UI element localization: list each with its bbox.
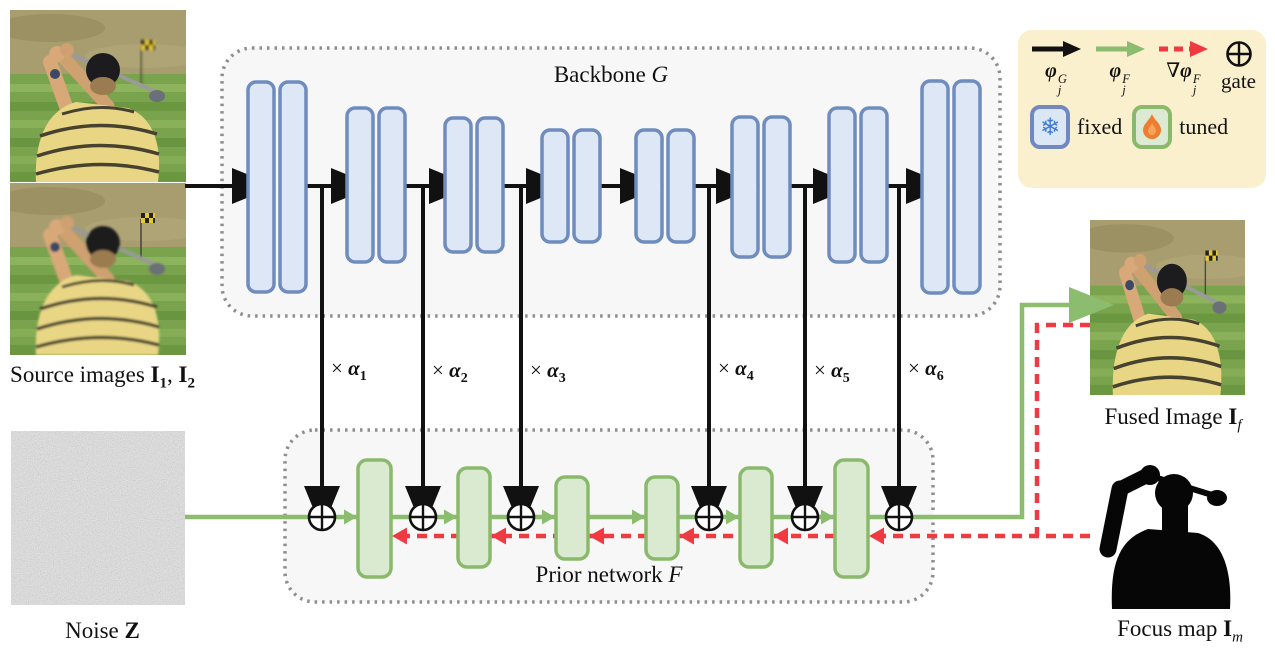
backbone-title: Backbone G [553, 62, 669, 87]
gates [307, 502, 914, 532]
gate-icon [506, 502, 536, 532]
backbone-block [278, 80, 308, 294]
backbone-block [475, 116, 505, 254]
backbone-block [762, 115, 792, 259]
prior-block [833, 458, 870, 579]
backbone-block [246, 80, 276, 294]
backbone-block [572, 128, 602, 244]
alpha-label-6: × α6 [908, 356, 944, 385]
noise-image [11, 431, 185, 605]
source-images-caption: Source images I1, I2 [10, 362, 195, 392]
backbone-block [377, 106, 407, 264]
gate-icon [307, 502, 337, 532]
prior-block [554, 475, 590, 561]
backbone-block [859, 106, 889, 264]
prior-block [456, 466, 492, 569]
gate-icon [1225, 41, 1252, 67]
flame-icon [1132, 105, 1173, 149]
prior-blocks [356, 458, 870, 579]
backbone-block [540, 128, 570, 244]
legend-item-gate: gate [1221, 40, 1256, 92]
fixed-label: fixed [1077, 114, 1123, 139]
tuned-label: tuned [1179, 114, 1229, 139]
gate-icon [790, 502, 820, 532]
prior-feature-arrow-icon [1095, 41, 1145, 57]
backbone-block [952, 79, 982, 295]
alpha-label-2: × α2 [432, 358, 468, 387]
focus-map-caption: Focus map Im [1117, 616, 1243, 646]
backbone-feature-arrow-icon [1032, 41, 1081, 57]
backbone-block [730, 115, 760, 259]
skip-connection-arrow [304, 186, 917, 530]
prior-gradient-arrow-icon [1159, 41, 1209, 57]
backbone-block [345, 106, 375, 264]
prior-network-title: Prior network F [535, 562, 683, 587]
prior-block [738, 466, 774, 569]
fused-image-caption: Fused Image If [1104, 404, 1242, 434]
prior-flow-arrow [185, 287, 1114, 525]
alpha-label-4: × α4 [718, 356, 754, 385]
alpha-label-5: × α5 [814, 358, 850, 387]
focus-map-image [1090, 437, 1248, 609]
alpha-label-3: × α3 [530, 358, 566, 387]
alpha-label-1: × α1 [331, 356, 367, 385]
prior-block [356, 458, 393, 579]
prior-block [644, 475, 680, 561]
backbone-block [666, 128, 696, 244]
backbone-blocks [246, 79, 982, 295]
backbone-block [827, 106, 857, 264]
gate-icon [408, 502, 438, 532]
snowflake-icon: ❄ [1030, 105, 1070, 149]
backbone-block [634, 128, 664, 244]
backbone-block [443, 116, 473, 254]
noise-caption: Noise Z [65, 618, 140, 643]
backbone-block [920, 79, 950, 295]
gate-icon [884, 502, 914, 532]
gate-icon [694, 502, 724, 532]
